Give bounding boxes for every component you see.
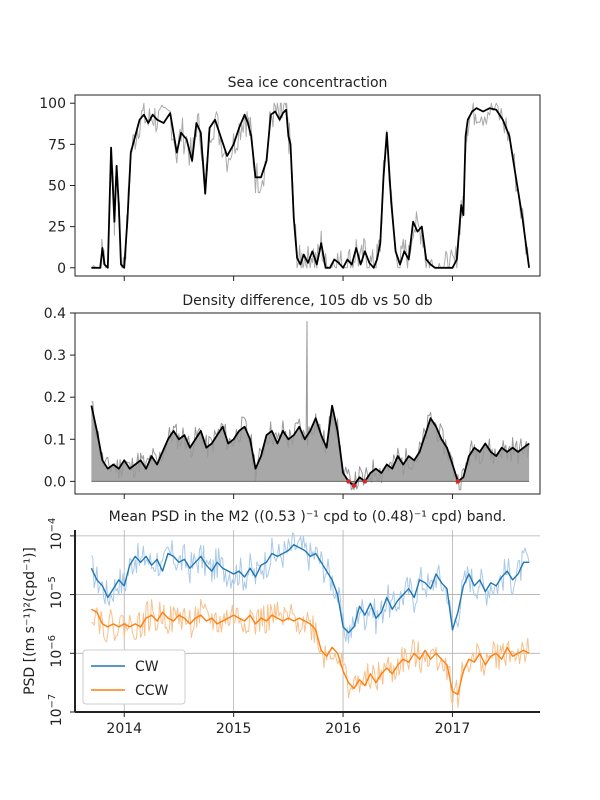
density-ytick-label: 0.4 <box>44 306 66 322</box>
psd-xtick-label: 2016 <box>325 721 361 737</box>
sea-ice-smoothed-line <box>91 107 530 269</box>
psd-xtick-label: 2017 <box>435 721 471 737</box>
psd-ytick-label: 10−5 <box>47 576 65 609</box>
psd-axes <box>74 530 540 713</box>
density-axes <box>74 312 541 495</box>
sea-ice-ytick-label: 75 <box>48 137 66 153</box>
density-raw-line <box>91 320 530 491</box>
sea-ice-axes <box>74 94 541 277</box>
psd-title: Mean PSD in the M2 ((0.53 )⁻¹ cpd to (0.… <box>109 509 507 525</box>
sea-ice-title: Sea ice concentraction <box>228 75 388 91</box>
psd-cw-line <box>90 544 530 634</box>
sea-ice-ytick-label: 50 <box>48 179 66 195</box>
density-ytick-label: 0.0 <box>44 474 66 490</box>
density-ytick-label: 0.3 <box>44 348 66 364</box>
sea-ice-ytick-label: 25 <box>48 220 66 236</box>
density-ytick-label: 0.1 <box>44 432 66 448</box>
sea-ice-raw-line <box>91 102 530 269</box>
psd-xtick-label: 2015 <box>216 721 252 737</box>
psd-ylabel: PSD [(m s⁻¹)²(cpd⁻¹)] <box>22 547 38 695</box>
density-smoothed-line <box>90 404 530 487</box>
psd-legend: CW CCW <box>82 649 186 705</box>
psd-ytick-label: 10−6 <box>47 635 65 668</box>
psd-ccw-line <box>91 608 530 696</box>
psd-ytick-label: 10−4 <box>47 518 65 551</box>
density-negative-point <box>455 479 461 484</box>
density-panel: Density difference, 105 db vs 50 db 0.0 0… <box>44 293 541 499</box>
density-title: Density difference, 105 db vs 50 db <box>182 293 432 309</box>
density-negative-point <box>362 479 368 484</box>
density-ytick-label: 0.2 <box>44 390 66 406</box>
legend-box <box>82 649 186 705</box>
psd-ccw-raw-line <box>91 598 530 708</box>
psd-ytick-label: 10−7 <box>47 694 65 727</box>
legend-ccw-label: CCW <box>135 683 169 699</box>
density-area <box>91 405 530 486</box>
density-negative-point <box>351 483 357 488</box>
sea-ice-ytick-label: 100 <box>39 96 66 112</box>
density-negative-point <box>346 479 351 484</box>
psd-panel: Mean PSD in the M2 ((0.53 )⁻¹ cpd to (0.… <box>22 509 540 737</box>
sea-ice-panel: Sea ice concentraction 0 25 50 75 100 <box>39 75 541 281</box>
legend-cw-label: CW <box>135 659 159 675</box>
psd-cw-raw-line <box>90 532 530 644</box>
sea-ice-ytick-label: 0 <box>57 261 66 277</box>
psd-xtick-label: 2014 <box>106 721 142 737</box>
